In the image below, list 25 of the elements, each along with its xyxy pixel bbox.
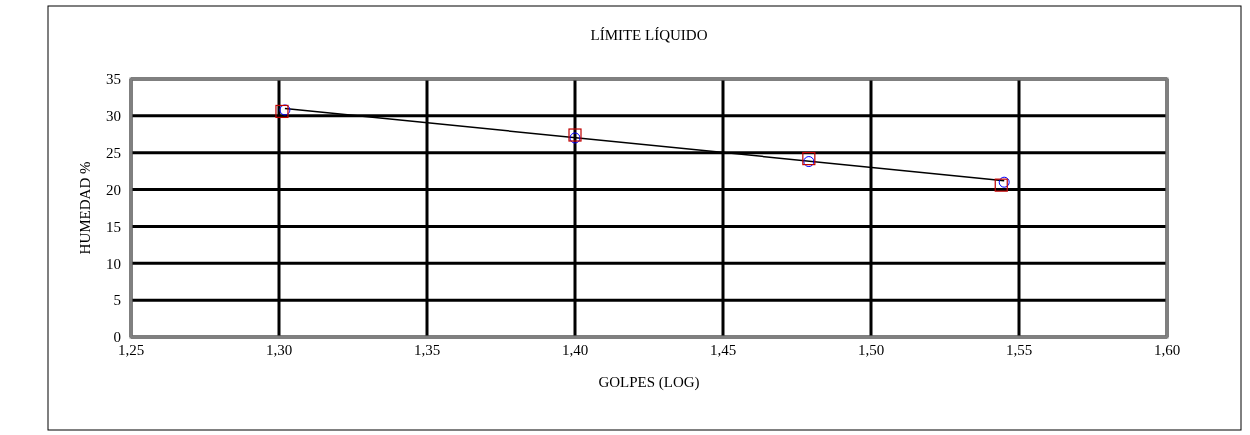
point	[569, 132, 581, 144]
point	[998, 176, 1010, 188]
point	[279, 104, 291, 116]
point	[803, 156, 815, 168]
x-tick-label: 1,55	[1005, 342, 1033, 358]
x-tick-label: 1,60	[1153, 342, 1181, 358]
y-tick-label: 5	[113, 292, 121, 309]
point	[802, 152, 816, 166]
point	[275, 104, 289, 119]
x-tick-label: 1,45	[709, 342, 737, 358]
x-tick-label: 1,35	[413, 342, 441, 358]
x-axis-title: GOLPES (LOG)	[598, 374, 700, 391]
y-tick-label: 10	[106, 255, 121, 272]
point	[994, 178, 1008, 192]
x-tick-label: 1,50	[857, 342, 885, 358]
x-tick-label: 1,40	[561, 342, 589, 358]
point	[568, 128, 582, 142]
y-axis-title: HUMEDAD %	[77, 161, 93, 255]
y-tick-label: 15	[106, 218, 121, 235]
y-tick-label: 35	[106, 71, 121, 88]
y-tick-label: 20	[106, 181, 121, 198]
chart-title: LÍMITE LÍQUIDO	[590, 27, 708, 43]
x-tick-label: 1,30	[265, 342, 293, 358]
y-tick-label: 25	[106, 144, 121, 161]
y-tick-label: 30	[106, 108, 121, 125]
